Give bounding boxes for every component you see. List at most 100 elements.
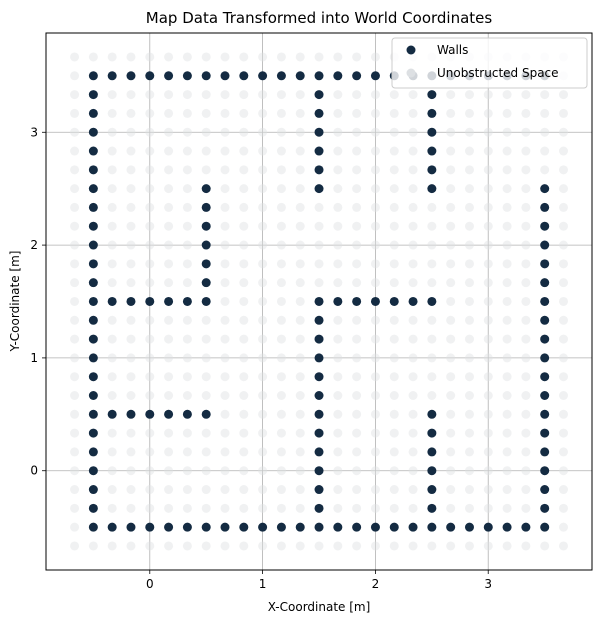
- wall-point: [540, 409, 550, 419]
- unobstructed-point: [70, 90, 80, 100]
- unobstructed-point: [258, 428, 268, 438]
- unobstructed-point: [446, 202, 456, 212]
- unobstructed-point: [559, 146, 569, 156]
- unobstructed-point: [408, 503, 418, 513]
- wall-point: [164, 296, 174, 306]
- unobstructed-point: [389, 541, 399, 551]
- unobstructed-point: [502, 146, 512, 156]
- wall-point: [295, 522, 305, 532]
- unobstructed-point: [239, 90, 249, 100]
- unobstructed-point: [107, 221, 117, 231]
- wall-point: [370, 522, 380, 532]
- wall-point: [352, 71, 362, 81]
- unobstructed-point: [540, 90, 550, 100]
- unobstructed-point: [182, 372, 192, 382]
- unobstructed-point: [352, 485, 362, 495]
- unobstructed-point: [258, 90, 268, 100]
- unobstructed-point: [295, 409, 305, 419]
- unobstructed-point: [258, 202, 268, 212]
- unobstructed-point: [276, 409, 286, 419]
- unobstructed-point: [483, 221, 493, 231]
- wall-point: [182, 522, 192, 532]
- unobstructed-point: [370, 466, 380, 476]
- unobstructed-point: [464, 259, 474, 269]
- unobstructed-point: [464, 466, 474, 476]
- unobstructed-point: [389, 334, 399, 344]
- unobstructed-point: [370, 447, 380, 457]
- unobstructed-point: [483, 240, 493, 250]
- y-tick-label: 2: [30, 238, 38, 252]
- wall-point: [88, 127, 98, 137]
- unobstructed-point: [521, 90, 531, 100]
- unobstructed-point: [408, 447, 418, 457]
- unobstructed-point: [389, 503, 399, 513]
- wall-point: [540, 428, 550, 438]
- unobstructed-point: [370, 259, 380, 269]
- unobstructed-point: [352, 541, 362, 551]
- unobstructed-point: [295, 165, 305, 175]
- wall-point: [540, 447, 550, 457]
- unobstructed-point: [182, 541, 192, 551]
- unobstructed-point: [295, 428, 305, 438]
- unobstructed-point: [258, 240, 268, 250]
- unobstructed-point: [258, 390, 268, 400]
- unobstructed-point: [258, 127, 268, 137]
- unobstructed-point: [182, 202, 192, 212]
- unobstructed-point: [107, 52, 117, 62]
- unobstructed-point: [126, 146, 136, 156]
- unobstructed-point: [201, 447, 211, 457]
- unobstructed-point: [427, 278, 437, 288]
- unobstructed-point: [352, 409, 362, 419]
- unobstructed-point: [446, 240, 456, 250]
- unobstructed-point: [483, 353, 493, 363]
- wall-point: [540, 485, 550, 495]
- unobstructed-point: [126, 372, 136, 382]
- legend-unobstructed-marker: [406, 68, 416, 78]
- unobstructed-point: [427, 221, 437, 231]
- unobstructed-point: [182, 165, 192, 175]
- unobstructed-point: [145, 485, 155, 495]
- unobstructed-point: [126, 127, 136, 137]
- unobstructed-point: [352, 202, 362, 212]
- unobstructed-point: [483, 146, 493, 156]
- unobstructed-point: [182, 334, 192, 344]
- unobstructed-point: [352, 165, 362, 175]
- unobstructed-point: [164, 52, 174, 62]
- unobstructed-point: [145, 334, 155, 344]
- unobstructed-point: [258, 409, 268, 419]
- wall-point: [427, 90, 437, 100]
- unobstructed-point: [295, 90, 305, 100]
- y-tick-label: 3: [30, 125, 38, 139]
- unobstructed-point: [521, 428, 531, 438]
- wall-point: [107, 522, 117, 532]
- wall-point: [258, 71, 268, 81]
- x-tick-label: 3: [484, 577, 492, 591]
- unobstructed-point: [333, 221, 343, 231]
- unobstructed-point: [145, 503, 155, 513]
- unobstructed-point: [70, 221, 80, 231]
- wall-point: [314, 409, 324, 419]
- unobstructed-point: [145, 278, 155, 288]
- unobstructed-point: [239, 447, 249, 457]
- unobstructed-point: [502, 428, 512, 438]
- wall-point: [540, 221, 550, 231]
- unobstructed-point: [126, 108, 136, 118]
- unobstructed-point: [220, 90, 230, 100]
- wall-point: [201, 409, 211, 419]
- unobstructed-point: [370, 184, 380, 194]
- unobstructed-point: [314, 541, 324, 551]
- wall-point: [427, 296, 437, 306]
- unobstructed-point: [182, 127, 192, 137]
- wall-point: [88, 409, 98, 419]
- unobstructed-point: [276, 90, 286, 100]
- legend: Walls Unobstructed Space: [391, 37, 588, 89]
- unobstructed-point: [446, 503, 456, 513]
- wall-point: [540, 240, 550, 250]
- wall-point: [126, 296, 136, 306]
- unobstructed-point: [201, 353, 211, 363]
- wall-point: [88, 259, 98, 269]
- unobstructed-point: [295, 240, 305, 250]
- unobstructed-point: [145, 447, 155, 457]
- unobstructed-point: [107, 334, 117, 344]
- unobstructed-point: [145, 202, 155, 212]
